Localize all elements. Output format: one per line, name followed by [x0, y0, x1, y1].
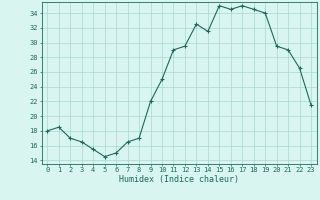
- X-axis label: Humidex (Indice chaleur): Humidex (Indice chaleur): [119, 175, 239, 184]
